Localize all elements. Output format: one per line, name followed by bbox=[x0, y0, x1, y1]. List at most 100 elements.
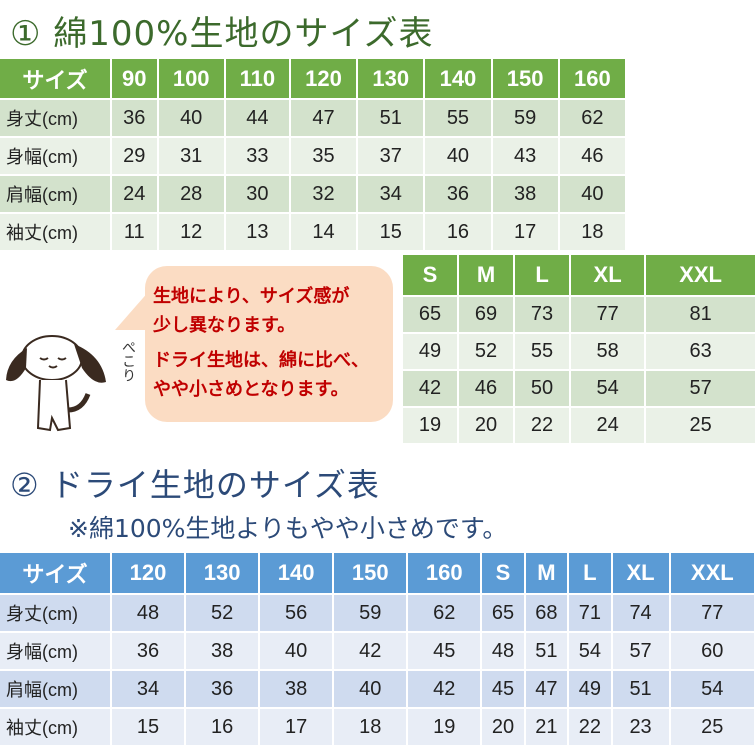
value-cell: 47 bbox=[290, 100, 357, 136]
value-cell: 59 bbox=[492, 100, 558, 136]
header-cell: M bbox=[459, 255, 514, 295]
value-cell: 38 bbox=[260, 671, 333, 707]
value-cell: 43 bbox=[492, 138, 558, 174]
value-cell: 24 bbox=[571, 408, 645, 443]
table-row: 肩幅(cm) 24 28 30 32 34 36 38 40 bbox=[0, 176, 625, 212]
table-row: 肩幅(cm) 34 36 38 40 42 45 47 49 51 54 bbox=[0, 671, 754, 707]
value-cell: 18 bbox=[334, 709, 407, 745]
value-cell: 17 bbox=[260, 709, 333, 745]
value-cell: 62 bbox=[559, 100, 625, 136]
value-cell: 40 bbox=[559, 176, 625, 212]
value-cell: 65 bbox=[482, 595, 524, 631]
value-cell: 25 bbox=[646, 408, 755, 443]
value-cell: 51 bbox=[612, 671, 669, 707]
value-cell: 51 bbox=[358, 100, 424, 136]
dry-size-table: サイズ 120 130 140 150 160 S M L XL XXL 身丈(cm) 48 52 56 59… bbox=[0, 551, 756, 747]
header-cell: 160 bbox=[559, 59, 625, 98]
cotton-size-table: サイズ 90 100 110 120 130 140 150 160 身丈(cm) 36 40 44 47… bbox=[0, 57, 627, 252]
header-cell: XL bbox=[571, 255, 645, 295]
speech-bubble bbox=[145, 266, 393, 422]
value-cell: 14 bbox=[290, 214, 357, 250]
value-cell: 77 bbox=[670, 595, 754, 631]
value-cell: 68 bbox=[525, 595, 568, 631]
value-cell: 48 bbox=[482, 633, 524, 669]
value-cell: 30 bbox=[225, 176, 289, 212]
value-cell: 48 bbox=[112, 595, 185, 631]
header-cell: 100 bbox=[158, 59, 224, 98]
table-row: 19 20 22 24 25 bbox=[403, 408, 755, 443]
value-cell: 15 bbox=[358, 214, 424, 250]
bubble-tail bbox=[115, 290, 150, 330]
value-cell: 62 bbox=[408, 595, 481, 631]
value-cell: 52 bbox=[186, 595, 259, 631]
header-cell: 130 bbox=[358, 59, 424, 98]
value-cell: 81 bbox=[646, 297, 755, 332]
value-cell: 65 bbox=[403, 297, 458, 332]
value-cell: 56 bbox=[260, 595, 333, 631]
value-cell: 69 bbox=[459, 297, 514, 332]
header-cell: 160 bbox=[408, 553, 481, 593]
row-label: 肩幅(cm) bbox=[0, 176, 110, 212]
value-cell: 18 bbox=[559, 214, 625, 250]
header-cell: 130 bbox=[186, 553, 259, 593]
cotton-adult-size-table: S M L XL XXL 65 69 73 77 81 49 52 55 58 63 42 46 50 54 57 19… bbox=[401, 253, 756, 445]
value-cell: 15 bbox=[112, 709, 185, 745]
value-cell: 49 bbox=[569, 671, 611, 707]
value-cell: 23 bbox=[612, 709, 669, 745]
value-cell: 40 bbox=[260, 633, 333, 669]
table-row: 42 46 50 54 57 bbox=[403, 371, 755, 406]
header-cell: L bbox=[569, 553, 611, 593]
value-cell: 60 bbox=[670, 633, 754, 669]
value-cell: 47 bbox=[525, 671, 568, 707]
value-cell: 35 bbox=[290, 138, 357, 174]
value-cell: 36 bbox=[112, 633, 185, 669]
value-cell: 29 bbox=[112, 138, 157, 174]
callout-line: ドライ生地は、綿に比べ、 bbox=[153, 350, 369, 371]
value-cell: 19 bbox=[408, 709, 481, 745]
value-cell: 45 bbox=[482, 671, 524, 707]
value-cell: 74 bbox=[612, 595, 669, 631]
table-row: 身幅(cm) 36 38 40 42 45 48 51 54 57 60 bbox=[0, 633, 754, 669]
value-cell: 12 bbox=[158, 214, 224, 250]
value-cell: 50 bbox=[515, 371, 570, 406]
header-cell: 140 bbox=[260, 553, 333, 593]
value-cell: 21 bbox=[525, 709, 568, 745]
value-cell: 32 bbox=[290, 176, 357, 212]
value-cell: 40 bbox=[425, 138, 491, 174]
value-cell: 71 bbox=[569, 595, 611, 631]
value-cell: 33 bbox=[225, 138, 289, 174]
value-cell: 34 bbox=[112, 671, 185, 707]
mascot-text: ぺこり bbox=[120, 340, 136, 382]
header-cell: XXL bbox=[646, 255, 755, 295]
value-cell: 51 bbox=[525, 633, 568, 669]
value-cell: 57 bbox=[612, 633, 669, 669]
section1-title: ① 綿100%生地のサイズ表 bbox=[10, 14, 434, 54]
value-cell: 58 bbox=[571, 334, 645, 369]
value-cell: 40 bbox=[334, 671, 407, 707]
header-cell: XL bbox=[612, 553, 669, 593]
table-row: 袖丈(cm) 15 16 17 18 19 20 21 22 23 25 bbox=[0, 709, 754, 745]
header-cell: サイズ bbox=[0, 59, 110, 98]
table-row: 身幅(cm) 29 31 33 35 37 40 43 46 bbox=[0, 138, 625, 174]
value-cell: 40 bbox=[158, 100, 224, 136]
header-cell: L bbox=[515, 255, 570, 295]
value-cell: 17 bbox=[492, 214, 558, 250]
value-cell: 22 bbox=[569, 709, 611, 745]
row-label: 身丈(cm) bbox=[0, 595, 110, 631]
value-cell: 38 bbox=[492, 176, 558, 212]
value-cell: 52 bbox=[459, 334, 514, 369]
value-cell: 37 bbox=[358, 138, 424, 174]
value-cell: 54 bbox=[571, 371, 645, 406]
callout-text: 生地により、サイズ感が 少し異なります。 ドライ生地は、綿に比べ、 やや小さめと… bbox=[153, 282, 369, 404]
header-cell: 120 bbox=[290, 59, 357, 98]
value-cell: 44 bbox=[225, 100, 289, 136]
table-row: 袖丈(cm) 11 12 13 14 15 16 17 18 bbox=[0, 214, 625, 250]
value-cell: 36 bbox=[425, 176, 491, 212]
value-cell: 34 bbox=[358, 176, 424, 212]
row-label: 身幅(cm) bbox=[0, 633, 110, 669]
value-cell: 42 bbox=[334, 633, 407, 669]
row-label: 身幅(cm) bbox=[0, 138, 110, 174]
value-cell: 20 bbox=[459, 408, 514, 443]
table-row: 65 69 73 77 81 bbox=[403, 297, 755, 332]
value-cell: 36 bbox=[112, 100, 157, 136]
